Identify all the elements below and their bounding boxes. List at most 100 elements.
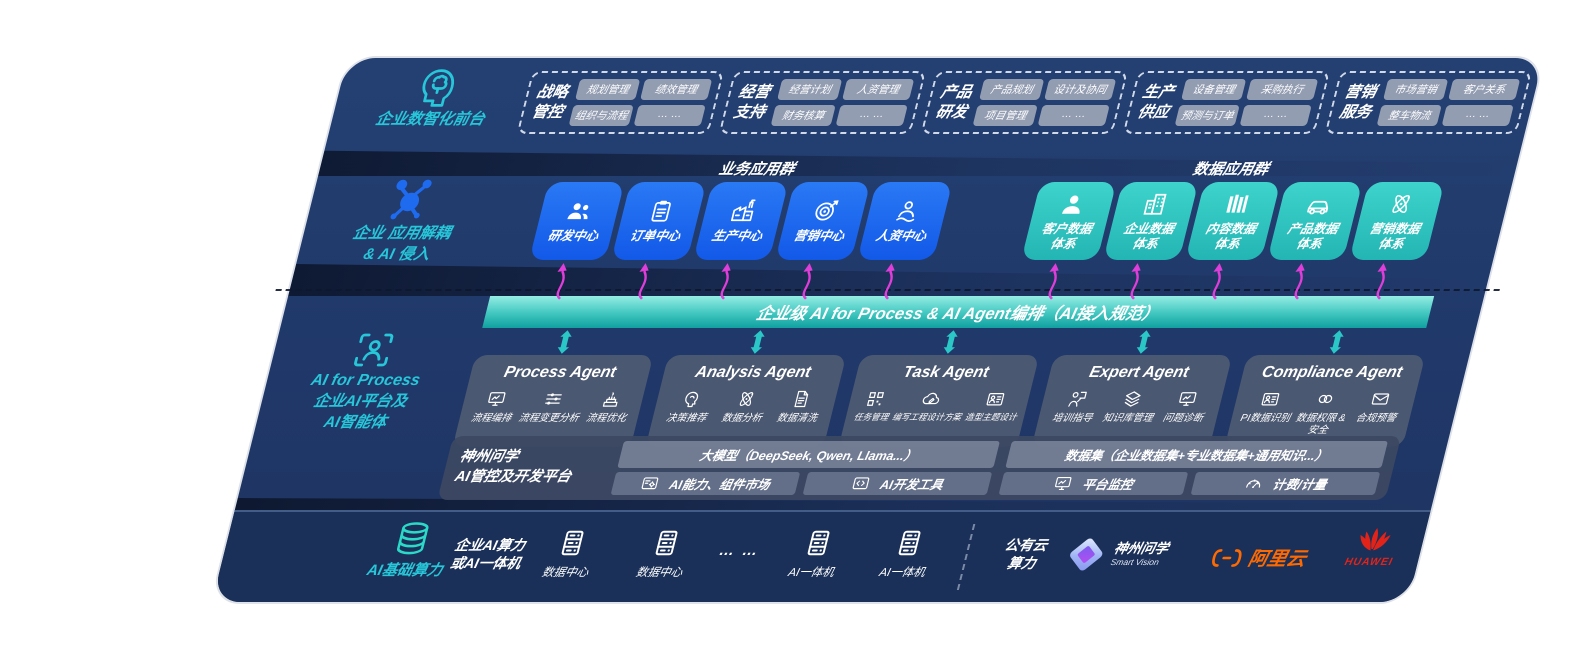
agent-item-label: 任务管理: [852, 412, 890, 422]
group-item: 绩效管理: [640, 79, 713, 100]
node-label: 数据中心: [540, 567, 590, 579]
head-idea-icon: [679, 389, 704, 409]
clipboard-icon: [645, 198, 677, 224]
group-item: … …: [835, 105, 908, 126]
smartvision-diamond-icon: [1068, 536, 1104, 573]
agent-item-label: 数据分析: [720, 413, 763, 424]
group-item: 预测与订单: [1174, 105, 1240, 126]
server-icon: [554, 528, 591, 558]
group-item: 产品规划: [979, 79, 1045, 100]
agent-item: PI数据识别: [1238, 389, 1298, 425]
node-label: AI一体机: [786, 567, 836, 579]
agent-item: 编写工程设计方案: [891, 389, 968, 423]
agent-card-expert: Expert Agent 培训指导 知识库管理 问题诊断: [1031, 355, 1233, 447]
magenta-arrow: [792, 260, 824, 300]
front-office-rail: 企业数智化前台: [347, 66, 523, 131]
group-item: 组织与流程: [568, 105, 634, 126]
compute-line2: 或AI一体机: [448, 555, 523, 572]
app-label: 研发中心: [546, 229, 600, 244]
llm-group: 大模型（DeepSeek, Qwen, Llama...） AI能力、组件市场 …: [610, 441, 1001, 495]
app-label: 订单中心: [628, 229, 682, 244]
ai-process-rail: AI for Process 企业AI平台及 AI智能体: [270, 330, 461, 433]
group-item: 设备管理: [1181, 79, 1247, 100]
agent-item-label: 流程编排: [469, 413, 513, 424]
public-cloud-line2: 算力: [1005, 555, 1038, 572]
magenta-arrow: [1284, 260, 1316, 300]
gauge-icon: [1242, 474, 1266, 493]
data-box-enterprise: 企业数据体系: [1103, 182, 1199, 260]
agent-item-label: 编写工程设计方案: [891, 412, 963, 422]
agent-item: 决策推荐: [659, 389, 719, 425]
agent-card-compliance: Compliance Agent PI数据识别 数据权限 & 安全 合规预警: [1224, 355, 1426, 447]
app-label: 生产中心: [710, 229, 764, 244]
magenta-arrow: [628, 260, 660, 300]
app-label: 营销中心: [792, 229, 846, 244]
huawei-name: HUAWEI: [1343, 556, 1395, 568]
public-cloud-label: 公有云 算力: [981, 536, 1066, 572]
people-icon: [563, 198, 595, 224]
group-item: 采购执行: [1246, 79, 1319, 100]
group-item: 市场营销: [1383, 79, 1449, 100]
agent-item: 流程编排: [466, 389, 522, 425]
front-office-label: 企业数智化前台: [373, 111, 487, 128]
agent-title: Expert Agent: [1087, 364, 1191, 381]
marketing-service-group: 营销服务 市场营销 客户关系 整车物流 … …: [1324, 71, 1533, 134]
decouple-label-line2: & AI 侵入: [361, 245, 432, 263]
architecture-panel: 企业数智化前台 战略管控 规划管理 绩效管理 组织与流程 … … 经营支持 经营…: [209, 56, 1546, 604]
code-window-icon: [849, 474, 873, 493]
person-wave-icon: [891, 198, 923, 224]
decouple-rail: 企业 应用解耦 & AI 侵入: [314, 176, 496, 266]
double-arrow-icon: [1325, 329, 1347, 355]
server-icon: [891, 528, 928, 558]
agent-title: Compliance Agent: [1260, 364, 1405, 381]
group-item: 设计及协同: [1044, 79, 1117, 100]
atom-icon: [1385, 191, 1417, 217]
agent-item-label: 数据清洗: [775, 413, 819, 424]
node-label: AI一体机: [877, 567, 927, 579]
group-item: 经营计划: [777, 79, 843, 100]
agent-item: 合规预警: [1349, 389, 1409, 425]
group-item: 客户关系: [1448, 79, 1521, 100]
double-arrow-icon: [553, 329, 575, 355]
trainer-icon: [1065, 389, 1090, 409]
agent-card-analysis: Analysis Agent 决策推荐 数据分析 数据清洗: [645, 355, 847, 447]
agent-item: 流程优化: [581, 389, 637, 425]
sliders-icon: [541, 389, 566, 409]
huawei-flower-icon: [1360, 528, 1391, 551]
building-icon: [1139, 191, 1171, 217]
app-box-order-center: 订单中心: [611, 182, 707, 260]
molecule-icon: [380, 176, 440, 224]
platform-label-line2: AI管控及开发平台: [453, 469, 574, 485]
group-item: 整车物流: [1376, 105, 1442, 126]
group-item: 人资管理: [842, 79, 915, 100]
agent-item: 数据分析: [714, 389, 774, 425]
magenta-arrow: [1366, 260, 1398, 300]
database-icon: [389, 520, 436, 558]
group-title: 战略管控: [529, 84, 571, 121]
data-label: 营销数据体系: [1368, 222, 1422, 251]
double-arrow-icon: [746, 329, 768, 355]
datacenter-node: 数据中心: [523, 528, 616, 580]
gear-window-icon: [639, 474, 663, 493]
magenta-arrow: [546, 260, 578, 300]
group-item: 财务核算: [770, 105, 836, 126]
cell-label: 平台监控: [1080, 478, 1135, 492]
monitor-wave-icon: [483, 389, 508, 409]
agent-item-label: 流程变更分析: [517, 413, 580, 424]
agent-title: Analysis Agent: [693, 364, 813, 381]
operation-support-group: 经营支持 经营计划 人资管理 财务核算 … …: [718, 71, 927, 134]
dataset-group: 数据集（企业数据集+专业数据集+通用知识...） 平台监控 计费/计量: [998, 441, 1389, 495]
billing-cell: 计费/计量: [1190, 472, 1381, 495]
agent-item: 培训指导: [1045, 389, 1105, 425]
magenta-arrow: [1202, 260, 1234, 300]
smartvision-logo: 神州问学 Smart Vision: [1066, 536, 1204, 573]
mail-icon: [1368, 389, 1393, 409]
layers-icon: [1120, 389, 1145, 409]
cell-label: AI能力、组件市场: [667, 478, 772, 492]
node-label: 数据中心: [634, 567, 684, 579]
group-title: 经营支持: [731, 84, 773, 121]
platform-panel: 神州问学 AI管控及开发平台 大模型（DeepSeek, Qwen, Llama…: [437, 436, 1402, 500]
agent-item-label: 问题诊断: [1161, 413, 1205, 424]
doc-icon: [789, 389, 814, 409]
content-bars-icon: [1221, 191, 1253, 217]
